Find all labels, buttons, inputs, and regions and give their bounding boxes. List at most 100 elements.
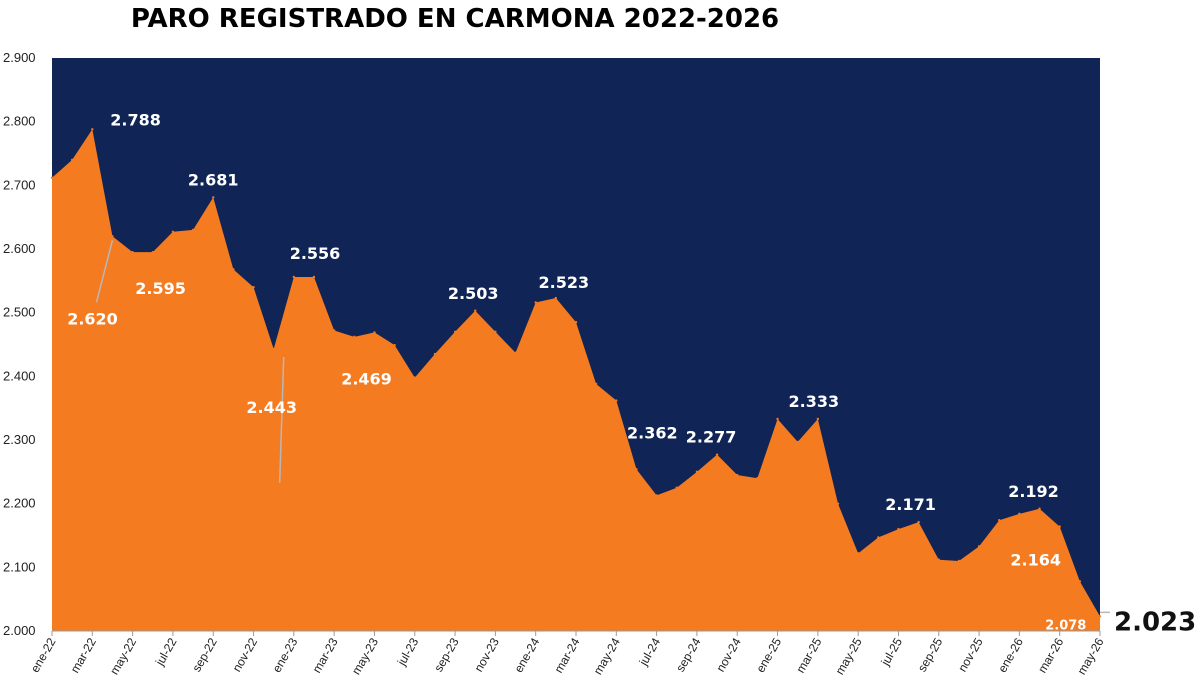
data-label-dic-22: 2.443 [246, 398, 297, 417]
data-point-ene-25 [776, 417, 779, 421]
data-point-feb-25 [796, 440, 799, 444]
data-point-abr-23 [353, 335, 356, 339]
x-tick-label: nov-24 [713, 635, 744, 674]
data-point-jun-22 [151, 250, 154, 254]
data-point-may-22 [131, 250, 134, 254]
x-tick-label: jul-24 [636, 635, 663, 669]
data-point-oct-22 [232, 268, 235, 271]
y-tick-label: 2.800 [3, 114, 36, 129]
data-point-feb-24 [554, 296, 558, 300]
x-tick-label: jul-23 [394, 635, 421, 669]
x-tick-label: mar-22 [68, 635, 99, 675]
data-point-ago-25 [917, 520, 920, 524]
data-label-may-26: 2.023 [1114, 607, 1196, 637]
x-tick-label: jul-25 [878, 635, 905, 669]
x-tick-label: may-26 [1074, 635, 1106, 677]
data-point-oct-23 [474, 309, 477, 312]
x-tick-label: mar-25 [793, 635, 824, 675]
data-label-feb-23: 2.556 [290, 244, 341, 263]
data-point-oct-25 [957, 559, 961, 563]
data-point-ene-23 [292, 275, 296, 279]
data-point-mar-25 [816, 417, 820, 421]
data-point-may-26 [1098, 615, 1102, 618]
data-point-feb-22 [70, 158, 74, 162]
data-point-nov-24 [736, 473, 739, 477]
x-tick-label: sep-22 [189, 635, 220, 674]
data-label-oct-24: 2.277 [686, 428, 737, 447]
data-point-ago-22 [191, 228, 195, 232]
data-point-jul-24 [655, 494, 658, 497]
x-tick-label: ene-25 [753, 635, 784, 675]
data-point-mar-23 [332, 329, 336, 332]
data-label-abr-26: 2.078 [1045, 618, 1086, 633]
x-tick-label: nov-23 [472, 635, 503, 674]
data-label-mar-22: 2.788 [110, 110, 161, 129]
data-label-feb-24: 2.523 [538, 273, 589, 292]
x-tick-label: may-25 [833, 635, 865, 677]
y-tick-label: 2.200 [3, 496, 36, 511]
y-tick-label: 2.600 [3, 241, 36, 256]
data-point-abr-26 [1078, 580, 1082, 583]
data-point-abr-22 [111, 235, 114, 238]
data-point-sep-24 [695, 470, 699, 474]
data-point-feb-26 [1038, 507, 1041, 510]
x-tick-label: sep-24 [673, 635, 704, 674]
data-label-ago-25: 2.171 [885, 495, 936, 514]
data-point-abr-24 [594, 382, 598, 386]
data-point-ago-24 [675, 486, 678, 489]
data-point-nov-23 [494, 330, 497, 333]
data-point-sep-23 [453, 330, 457, 333]
data-point-sep-25 [937, 558, 940, 561]
data-point-ene-22 [50, 176, 54, 179]
x-tick-label: may-23 [349, 635, 381, 677]
data-label-may-22: 2.595 [135, 279, 186, 298]
x-tick-label: may-22 [107, 635, 139, 677]
data-point-mar-22 [91, 128, 94, 131]
y-tick-label: 2.100 [3, 559, 36, 574]
data-label-mar-25: 2.333 [788, 392, 839, 411]
x-tick-label: jul-22 [152, 635, 179, 669]
x-tick-label: mar-24 [551, 635, 582, 675]
x-tick-label: may-24 [591, 635, 623, 677]
y-tick-label: 2.700 [3, 177, 36, 192]
data-label-may-23: 2.469 [341, 369, 392, 388]
data-point-mar-26 [1058, 525, 1061, 528]
y-tick-label: 2.300 [3, 432, 36, 447]
data-point-nov-25 [977, 545, 981, 548]
x-tick-label: ene-22 [28, 635, 59, 675]
x-tick-label: ene-26 [995, 635, 1026, 675]
data-point-dic-22 [272, 347, 275, 351]
data-point-dic-25 [998, 519, 1001, 522]
data-label-may-24: 2.362 [627, 424, 678, 443]
data-point-jul-22 [171, 230, 175, 234]
data-label-mar-26: 2.164 [1010, 551, 1061, 570]
data-point-dic-24 [756, 477, 759, 480]
data-point-nov-22 [252, 286, 255, 289]
data-point-ene-26 [1018, 512, 1021, 516]
x-tick-label: nov-25 [955, 635, 986, 674]
data-point-dic-23 [514, 351, 517, 354]
data-point-ene-24 [534, 301, 537, 304]
y-tick-label: 2.900 [3, 50, 36, 65]
data-point-may-25 [856, 552, 860, 555]
x-tick-label: sep-25 [915, 635, 946, 674]
data-point-mar-24 [574, 321, 578, 324]
x-tick-label: sep-23 [431, 635, 462, 674]
data-point-sep-22 [212, 196, 215, 199]
data-point-may-23 [373, 331, 376, 334]
x-tick-label: mar-23 [310, 635, 341, 675]
leader-line [278, 356, 285, 483]
data-point-jul-25 [897, 527, 900, 531]
data-point-abr-25 [836, 502, 840, 505]
data-label-oct-23: 2.503 [448, 284, 499, 303]
x-tick-label: nov-22 [230, 635, 261, 674]
data-point-jun-23 [393, 343, 396, 347]
data-point-ago-23 [433, 352, 437, 356]
chart-title: PARO REGISTRADO EN CARMONA 2022-2026 [130, 4, 780, 34]
x-tick-label: mar-26 [1035, 635, 1066, 675]
data-label-abr-22: 2.620 [67, 309, 118, 328]
y-tick-label: 2.500 [3, 305, 36, 320]
data-point-feb-23 [312, 275, 316, 279]
y-tick-label: 2.400 [3, 368, 36, 383]
